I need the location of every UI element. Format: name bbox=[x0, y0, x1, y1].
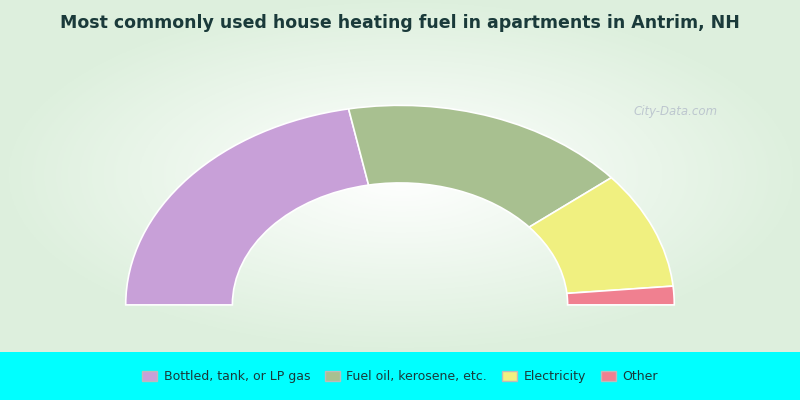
Legend: Bottled, tank, or LP gas, Fuel oil, kerosene, etc., Electricity, Other: Bottled, tank, or LP gas, Fuel oil, kero… bbox=[138, 365, 662, 388]
Text: Most commonly used house heating fuel in apartments in Antrim, NH: Most commonly used house heating fuel in… bbox=[60, 14, 740, 32]
Wedge shape bbox=[349, 105, 611, 227]
Wedge shape bbox=[126, 109, 369, 305]
Wedge shape bbox=[529, 178, 673, 294]
Text: City-Data.com: City-Data.com bbox=[634, 106, 718, 118]
Wedge shape bbox=[567, 286, 674, 305]
